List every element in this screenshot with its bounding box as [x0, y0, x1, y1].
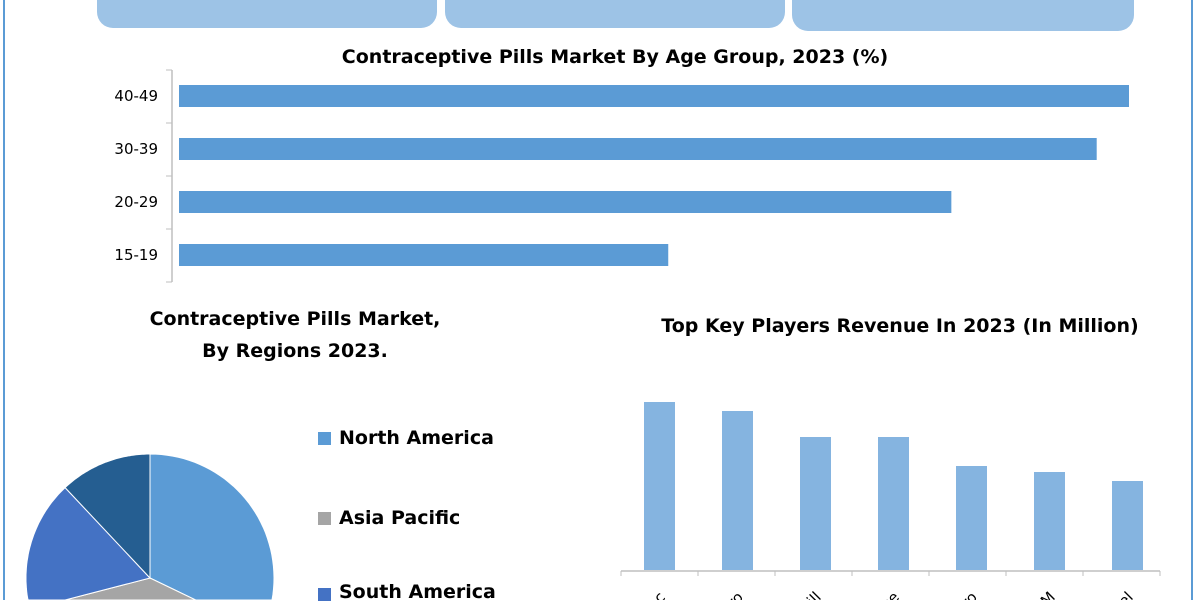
player-bar [1112, 481, 1143, 570]
legend-label: Asia Pacific [339, 507, 461, 529]
frame-right [1191, 0, 1193, 600]
player-tick-label: el [1115, 588, 1137, 600]
pie-slice [149, 453, 275, 600]
player-bar [800, 437, 831, 570]
age-chart-title: Contraceptive Pills Market By Age Group,… [341, 46, 889, 68]
pie-slice [64, 453, 151, 580]
pie-slice [64, 577, 196, 600]
header-box-1 [97, 0, 437, 28]
header-box-2 [445, 0, 785, 28]
player-tick-label: ill [803, 588, 825, 600]
legend-swatch [318, 431, 331, 445]
header-box-3 [792, 0, 1134, 31]
pie-slice [25, 486, 151, 600]
age-bar [179, 191, 952, 213]
player-tick-label: ac [644, 588, 669, 600]
legend-label: South America [339, 581, 496, 603]
legend-south-america: South America [318, 581, 496, 603]
player-tick-label: ce [878, 588, 903, 600]
legend-swatch [318, 588, 331, 601]
pie-chart-title-1: Contraceptive Pills Market, [149, 308, 441, 330]
legend-swatch [318, 511, 331, 525]
age-tick-label: 20-29 [114, 193, 158, 211]
age-bar [179, 85, 1129, 107]
age-bar [179, 244, 669, 266]
player-bar [1034, 472, 1065, 570]
age-tick-label: 40-49 [114, 87, 158, 105]
player-bar [956, 466, 987, 570]
age-tick-label: 15-19 [114, 246, 158, 264]
player-tick-label: ro [723, 588, 746, 600]
pie-chart-title-2: By Regions 2023. [202, 340, 388, 362]
player-bar [644, 402, 675, 570]
player-bar [878, 437, 909, 570]
frame-left [3, 0, 5, 600]
age-tick-label: 30-39 [114, 140, 158, 158]
age-bar [179, 138, 1097, 160]
legend-asia-pacific: Asia Pacific [318, 507, 460, 529]
player-tick-label: M [1037, 588, 1059, 600]
legend-label: North America [339, 427, 494, 449]
legend-north-america: North America [318, 427, 494, 449]
players-chart-title: Top Key Players Revenue In 2023 (In Mill… [661, 315, 1139, 337]
player-tick-label: ro [957, 588, 980, 600]
player-bar [722, 411, 753, 570]
